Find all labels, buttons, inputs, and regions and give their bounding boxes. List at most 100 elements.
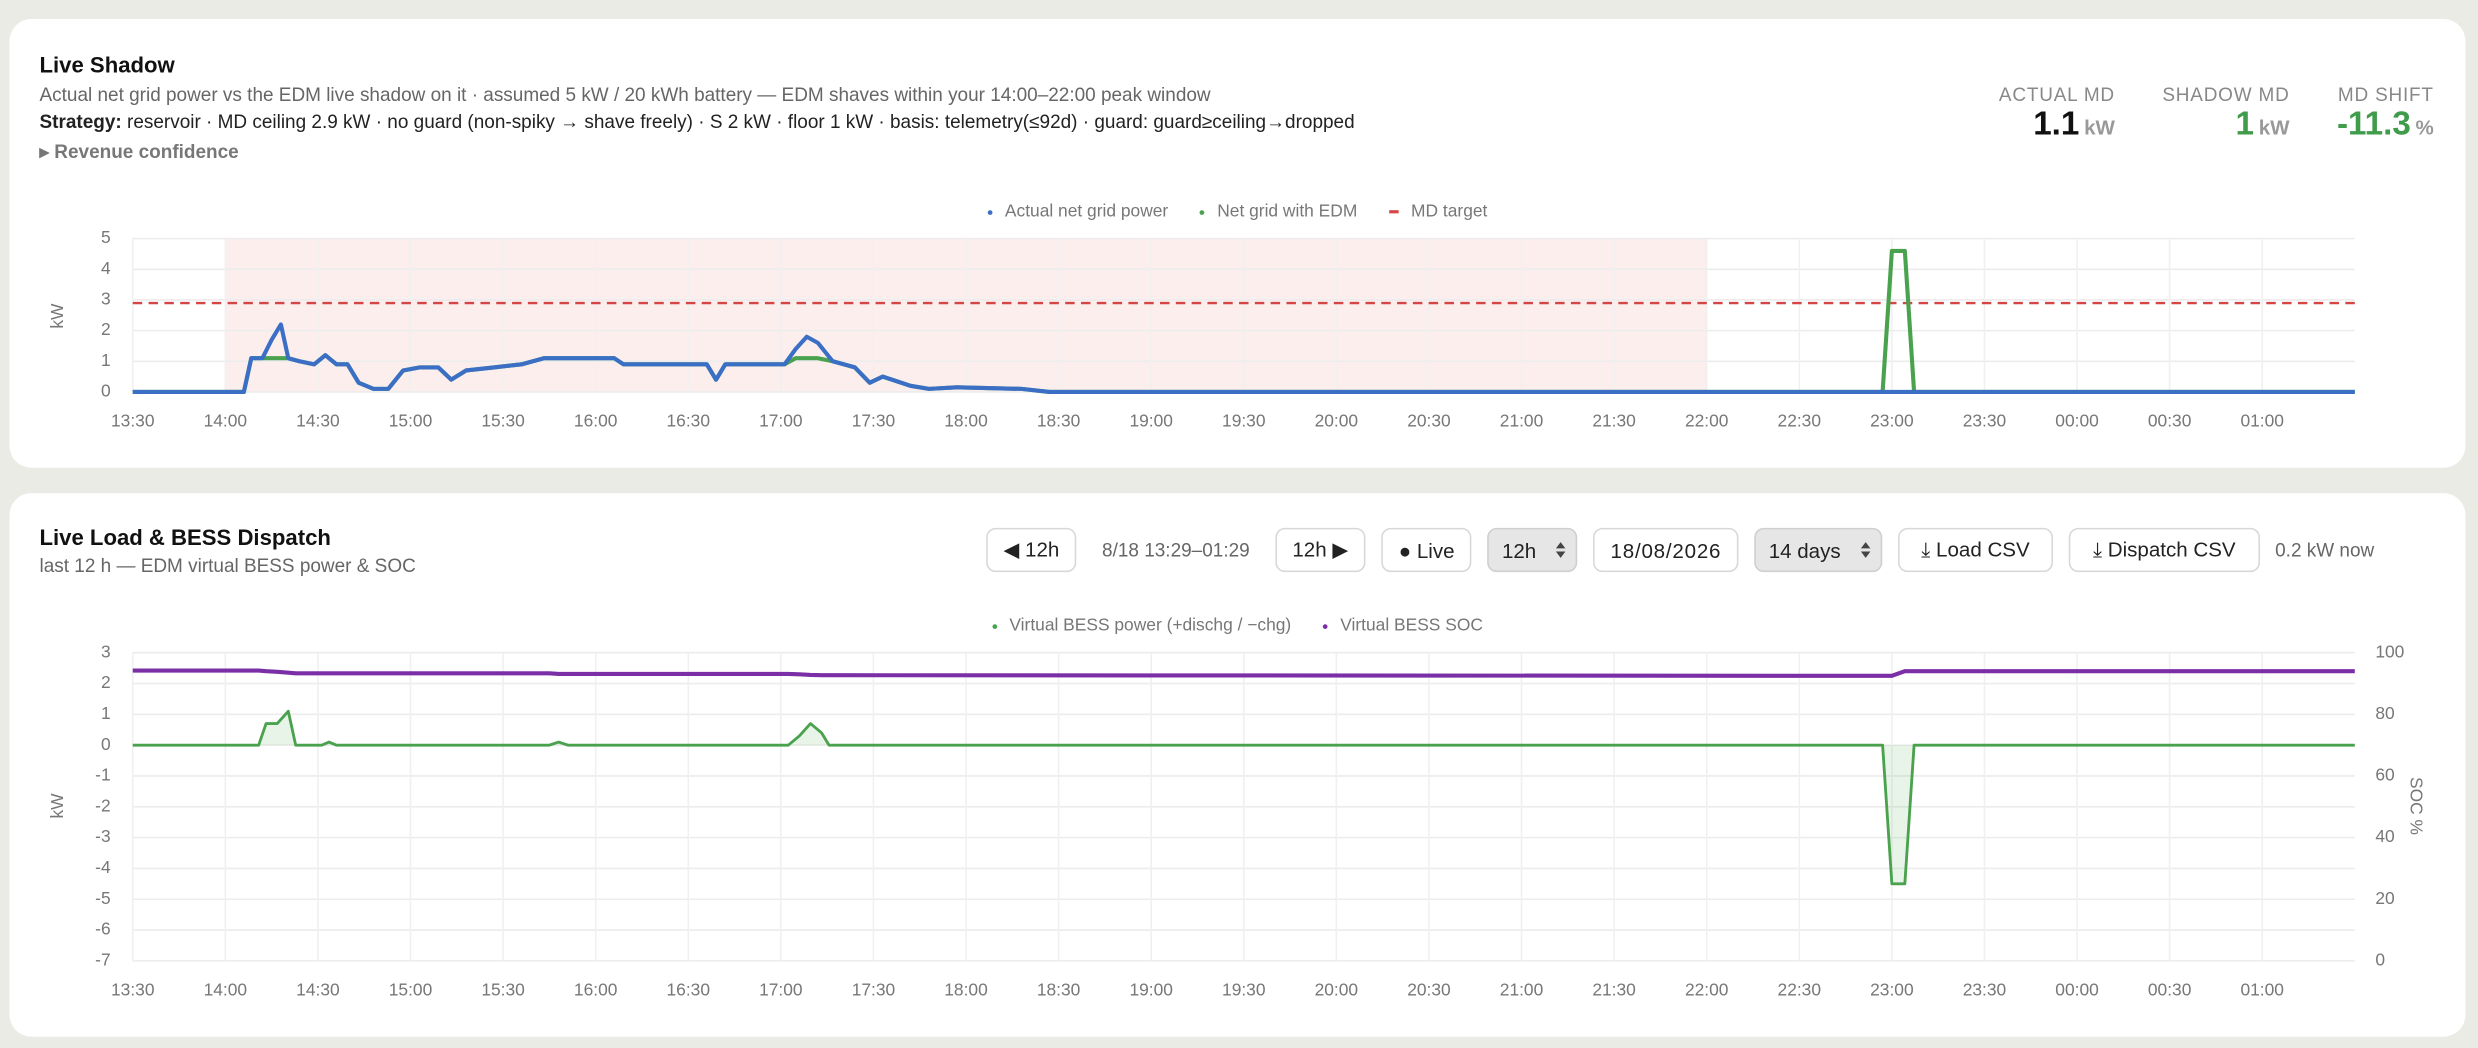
- series-line: [132, 709, 2355, 886]
- x-tick-label: 01:00: [2240, 411, 2283, 431]
- metric-label: SHADOW MD: [2162, 83, 2290, 106]
- metric: SHADOW MD 1 kW: [2162, 84, 2289, 144]
- y-tick-label: -3: [95, 826, 110, 846]
- y-tick-label: -2: [95, 795, 110, 815]
- x-tick-label: 16:00: [574, 411, 617, 431]
- x-tick-label: 13:30: [111, 411, 154, 431]
- y2-tick-label: 20: [2375, 888, 2394, 908]
- x-tick-label: 22:00: [1685, 411, 1728, 431]
- x-tick-label: 01:00: [2240, 980, 2283, 1000]
- x-tick-label: 00:00: [2055, 980, 2098, 1000]
- metric-value: 1: [2235, 105, 2254, 143]
- y2-tick-label: 80: [2375, 703, 2394, 723]
- series-line: [132, 322, 2355, 394]
- y-tick-label: 0: [101, 734, 111, 754]
- legend-item: Actual net grid power: [987, 202, 1168, 221]
- prev-button[interactable]: ◀ 12h: [986, 527, 1077, 573]
- metric-label: ACTUAL MD: [1998, 83, 2115, 106]
- strategy-line: Strategy: reservoir · MD ceiling 2.9 kW …: [40, 111, 1355, 133]
- x-tick-label: 15:30: [481, 980, 524, 1000]
- window-select[interactable]: 12h: [1487, 527, 1578, 573]
- y-tick-label: -6: [95, 919, 110, 939]
- x-tick-label: 14:00: [204, 980, 247, 1000]
- y-tick-label: 1: [101, 703, 111, 723]
- x-tick-label: 18:30: [1037, 980, 1080, 1000]
- y-tick-label: -1: [95, 765, 110, 785]
- x-tick-label: 17:30: [852, 411, 895, 431]
- x-tick-label: 00:00: [2055, 411, 2098, 431]
- legend-label: Virtual BESS power (+dischg / −chg): [1009, 616, 1292, 636]
- legend-item: Virtual BESS power (+dischg / −chg): [991, 616, 1292, 636]
- x-tick-label: 20:00: [1315, 980, 1358, 1000]
- y-axis-label: kW: [47, 793, 67, 819]
- y-tick-label: 5: [101, 227, 111, 247]
- panel-title: Live Shadow: [39, 52, 175, 78]
- x-tick-label: 22:30: [1778, 980, 1821, 1000]
- x-tick-label: 23:00: [1870, 980, 1913, 1000]
- select-arrows: [1556, 542, 1566, 558]
- y-tick-label: 3: [101, 289, 111, 309]
- x-tick-label: 19:00: [1129, 411, 1172, 431]
- x-tick-label: 22:00: [1685, 980, 1728, 1000]
- x-tick-label: 17:00: [759, 980, 802, 1000]
- metric: ACTUAL MD 1.1 kW: [1999, 84, 2115, 144]
- next-button[interactable]: 12h ▶: [1274, 527, 1366, 573]
- y-tick-label: 0: [101, 381, 111, 401]
- dispatch-csv-button[interactable]: ⤓ Dispatch CSV: [2069, 527, 2260, 573]
- metric-unit: %: [2415, 115, 2434, 140]
- range-text: 8/18 13:29–01:29: [1102, 538, 1250, 562]
- y-tick-label: 1: [101, 350, 111, 370]
- metric-row: -11.3%: [2337, 106, 2434, 144]
- y2-tick-label: 40: [2375, 826, 2394, 846]
- series-line: [132, 668, 2355, 678]
- legend-label: Virtual BESS SOC: [1340, 616, 1483, 636]
- x-tick-label: 19:30: [1222, 411, 1265, 431]
- x-tick-label: 19:00: [1129, 980, 1172, 1000]
- dispatch-card: [9, 493, 2466, 1037]
- x-tick-label: 17:30: [852, 980, 895, 1000]
- x-tick-label: 20:00: [1315, 411, 1358, 431]
- history-select[interactable]: 14 days: [1754, 527, 1882, 573]
- strategy-label: Strategy:: [39, 110, 122, 133]
- y-tick-label: 3: [101, 641, 111, 661]
- y2-tick-label: 0: [2375, 949, 2385, 969]
- x-tick-label: 23:00: [1870, 411, 1913, 431]
- load-csv-button[interactable]: ⤓ Load CSV: [1897, 527, 2054, 573]
- date-input[interactable]: 18/08/2026: [1593, 527, 1739, 573]
- select-arrows: [1860, 542, 1870, 558]
- x-tick-label: 00:30: [2148, 980, 2191, 1000]
- x-tick-label: 18:00: [944, 411, 987, 431]
- y-tick-label: 4: [101, 258, 111, 278]
- x-tick-label: 20:30: [1407, 980, 1450, 1000]
- y-axis-label: kW: [47, 303, 67, 329]
- x-tick-label: 14:00: [204, 411, 247, 431]
- panel-subtitle: Actual net grid power vs the EDM live sh…: [39, 83, 1211, 106]
- metric-label: MD SHIFT: [2337, 83, 2434, 106]
- y2-tick-label: 60: [2375, 765, 2394, 785]
- x-tick-label: 16:00: [574, 980, 617, 1000]
- legend-swatch: [1322, 623, 1328, 629]
- x-tick-label: 16:30: [667, 980, 710, 1000]
- x-tick-label: 16:30: [667, 411, 710, 431]
- legend-label: MD target: [1411, 202, 1488, 222]
- y-tick-label: -5: [95, 888, 110, 908]
- y-tick-label: -7: [95, 949, 110, 969]
- strategy-text: reservoir · MD ceiling 2.9 kW · no guard…: [126, 110, 1355, 133]
- legend-swatch: [991, 623, 997, 629]
- live-button[interactable]: ● Live: [1381, 527, 1472, 573]
- y-tick-label: 2: [101, 319, 111, 339]
- y2-tick-label: 100: [2375, 641, 2404, 661]
- x-tick-label: 17:00: [759, 411, 802, 431]
- metric: MD SHIFT -11.3%: [2337, 84, 2434, 144]
- window-value: 12h: [1501, 538, 1537, 562]
- x-tick-label: 14:30: [296, 411, 339, 431]
- history-value: 14 days: [1768, 538, 1841, 562]
- x-tick-label: 14:30: [296, 980, 339, 1000]
- legend-item: Net grid with EDM: [1199, 202, 1357, 221]
- y2-axis-label: SOC %: [2406, 777, 2426, 835]
- panel-title: Live Load & BESS Dispatch: [39, 524, 331, 550]
- legend-swatch: [1199, 209, 1205, 215]
- revenue-toggle[interactable]: ▸ Revenue confidence: [39, 140, 239, 163]
